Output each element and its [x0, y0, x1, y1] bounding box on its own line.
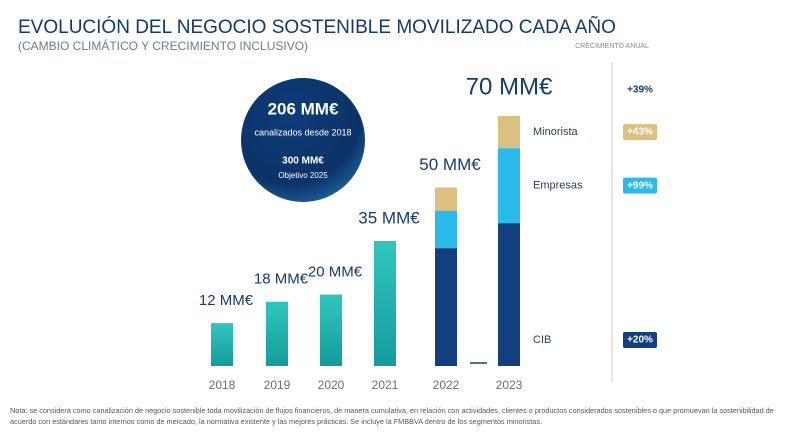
growth-header: CRECIMIENTO ANUAL — [575, 43, 649, 50]
callout-total-text: canalizados desde 2018 — [254, 127, 351, 137]
bar — [266, 301, 288, 366]
callout-target-text: Objetivo 2025 — [278, 171, 328, 180]
x-tick-label: 2023 — [496, 378, 523, 392]
value-label: 20 MM€ — [308, 264, 363, 281]
value-label: 50 MM€ — [419, 155, 481, 174]
growth-badge — [623, 177, 657, 194]
value-label: 12 MM€ — [199, 292, 254, 309]
value-label: 18 MM€ — [254, 271, 309, 288]
callout-total: 206 MM€ — [268, 99, 339, 118]
legend-label: Empresas — [533, 180, 583, 192]
bar — [211, 323, 233, 366]
value-label: 70 MM€ — [466, 73, 553, 100]
growth-label: +43% — [627, 127, 653, 138]
bar-segment — [435, 210, 457, 249]
note-box: Nota: se considera como canalización de … — [10, 406, 774, 426]
bar-segment — [498, 116, 520, 149]
growth-label: +20% — [627, 335, 653, 346]
bar-segment — [435, 248, 457, 366]
x-tick-label: 2018 — [209, 378, 236, 392]
legend-label: Minorista — [533, 126, 579, 138]
x-tick-label: 2021 — [372, 378, 399, 392]
note: Nota: se considera como canalización de … — [10, 406, 774, 426]
x-tick-label: 2022 — [433, 378, 460, 392]
x-tick-label: 2019 — [264, 378, 291, 392]
callout-circle — [241, 78, 365, 202]
chart-title: EVOLUCIÓN DEL NEGOCIO SOSTENIBLE MOVILIZ… — [18, 16, 616, 38]
bar-segment — [435, 187, 457, 211]
total-growth-label: +39% — [627, 85, 653, 96]
growth-badge — [623, 332, 657, 348]
bar — [320, 294, 342, 366]
legend-label: CIB — [533, 334, 551, 346]
callout-target: 300 MM€ — [282, 156, 324, 167]
value-label: 35 MM€ — [358, 208, 420, 227]
chart-subtitle: (CAMBIO CLIMÁTICO Y CRECIMIENTO INCLUSIV… — [18, 38, 308, 53]
x-tick-label: 2020 — [318, 378, 345, 392]
bar — [374, 241, 396, 366]
bar-segment — [498, 148, 520, 224]
growth-label: +99% — [627, 180, 653, 191]
growth-badge — [623, 124, 657, 141]
bar-segment — [498, 223, 520, 366]
